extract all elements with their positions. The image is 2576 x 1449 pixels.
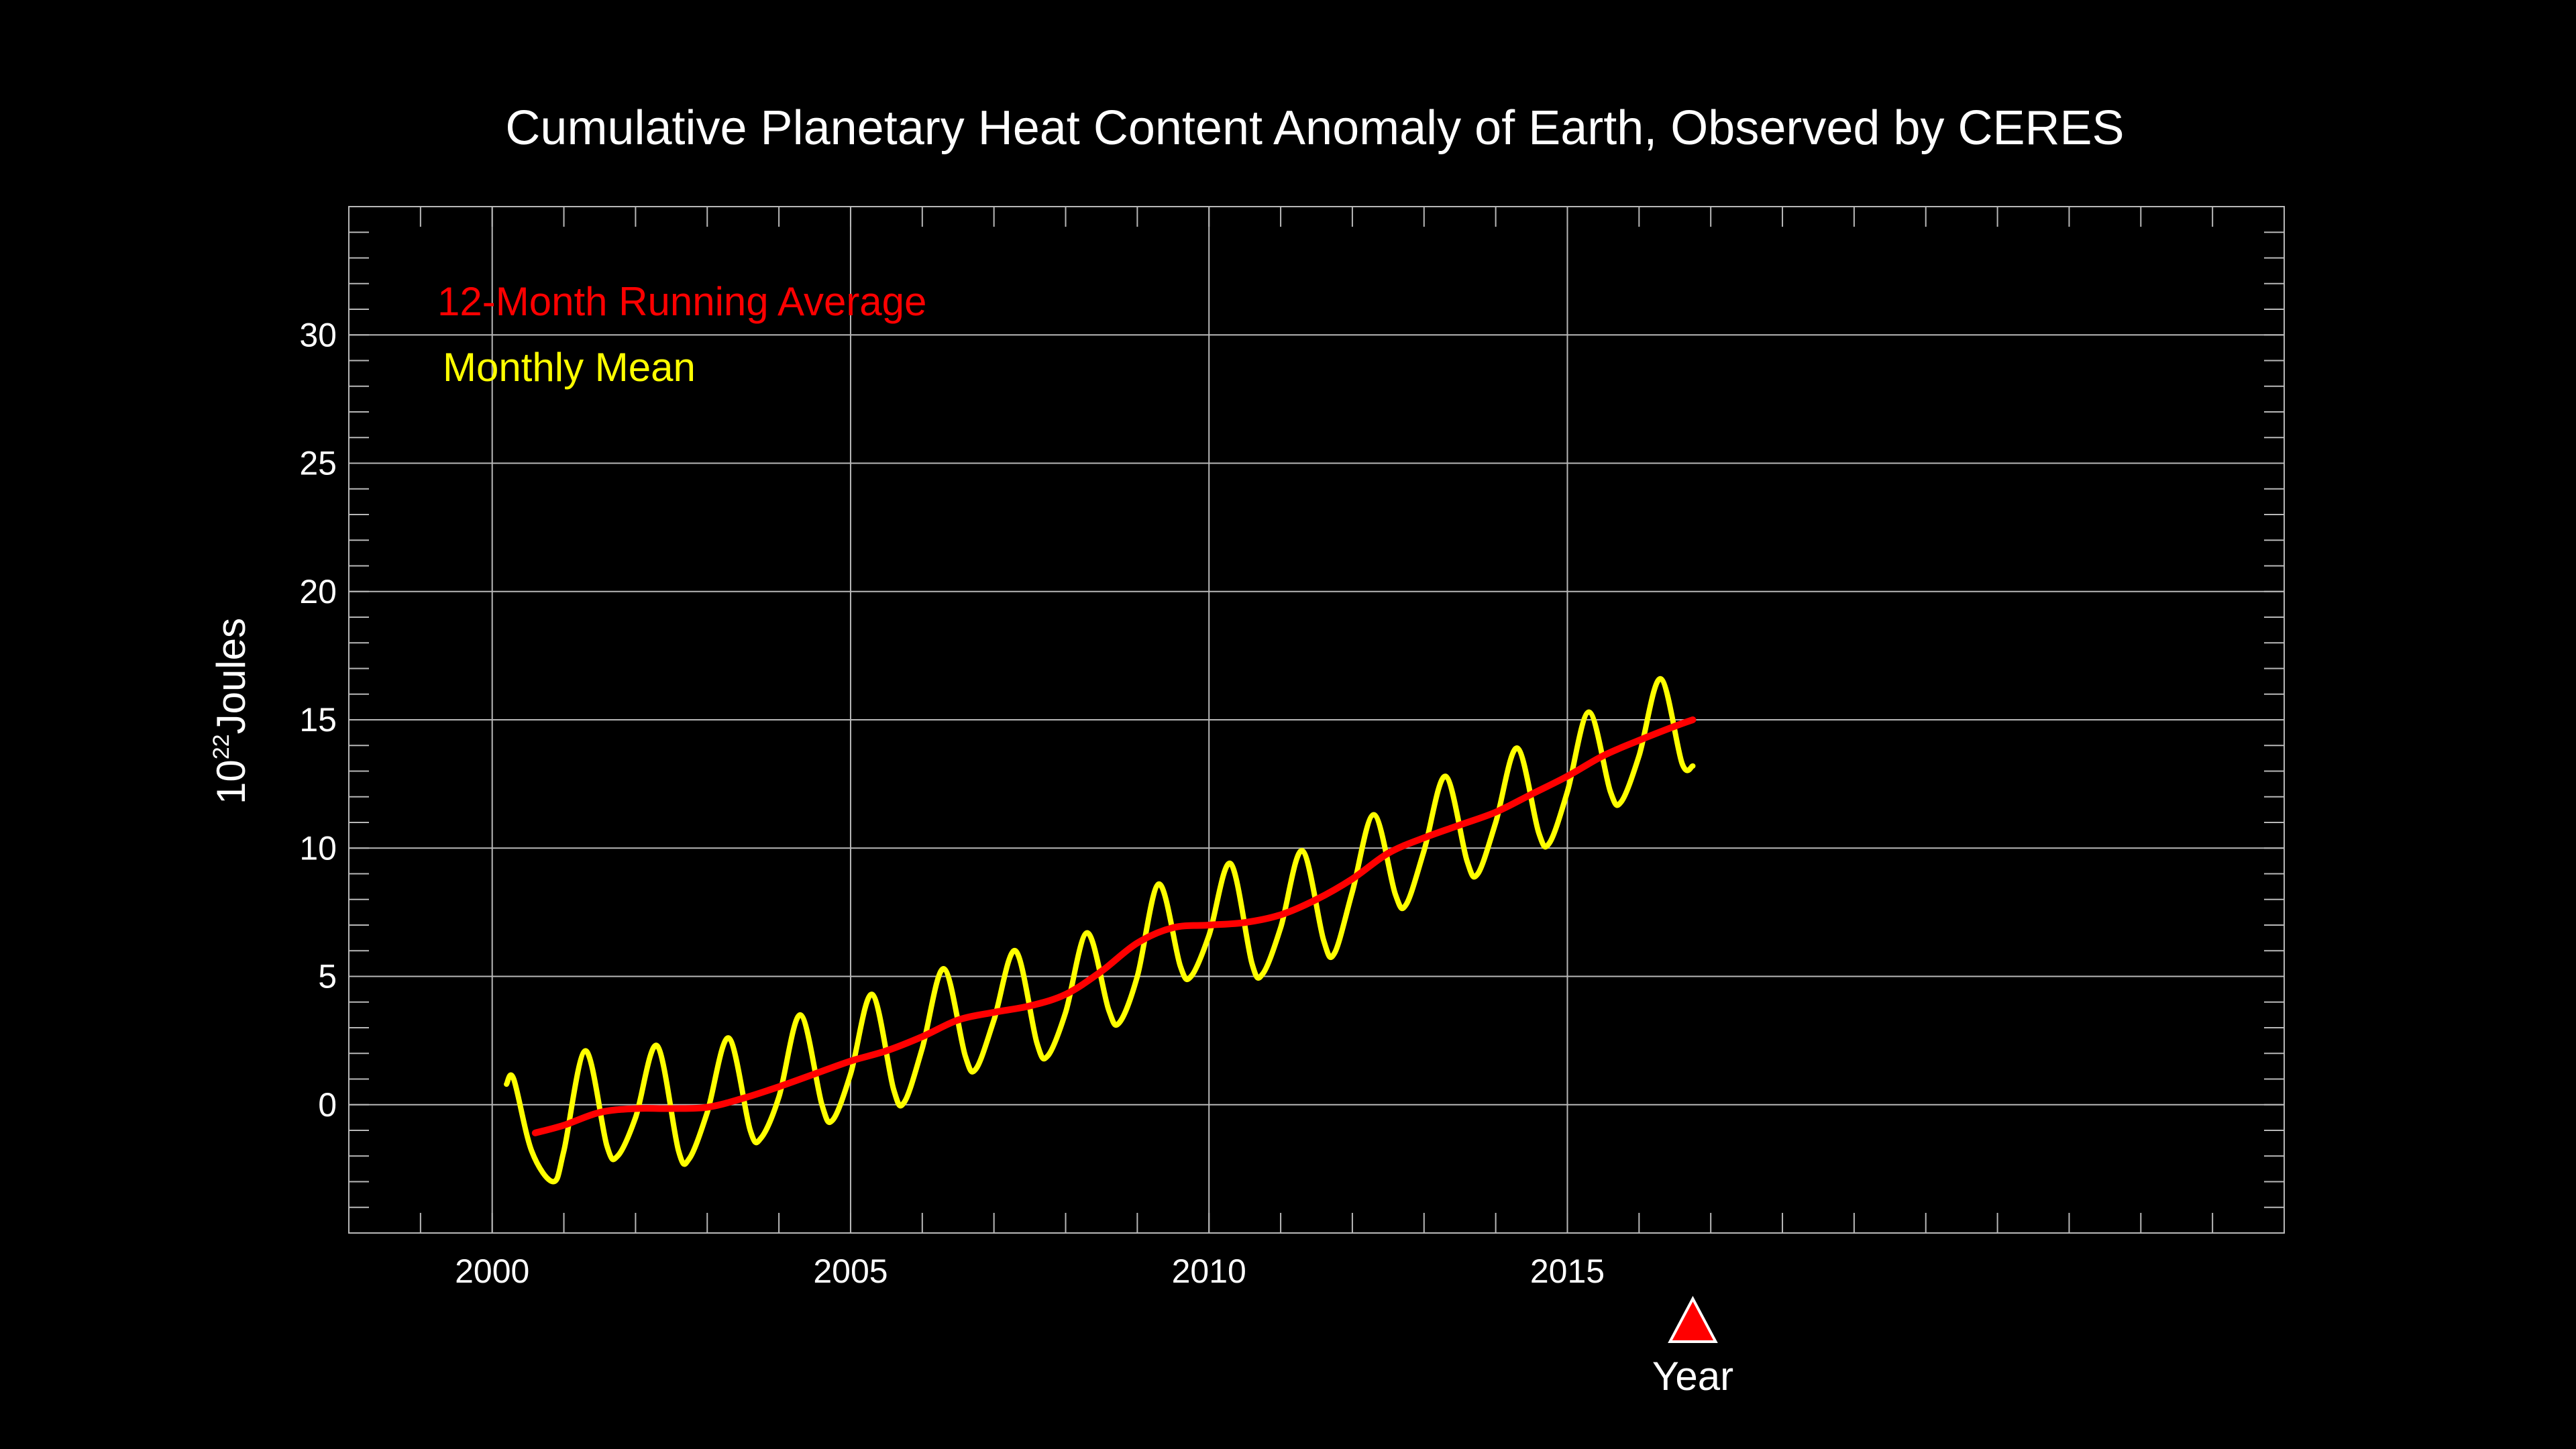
- x-axis-label: Year: [1652, 1354, 1733, 1399]
- y-tick-label: 5: [318, 958, 337, 996]
- y-tick-labels: 0 5 10 15 20 25 30: [299, 316, 337, 1124]
- y-axis-label-exponent: 22: [209, 734, 234, 759]
- plot-frame: [348, 206, 2285, 1234]
- x-tick-labels: 2000 2005 2010 2015: [455, 1252, 1605, 1290]
- minor-tick-layer: [349, 207, 2284, 1233]
- x-tick-label: 2005: [813, 1252, 888, 1290]
- y-tick-label: 25: [299, 445, 337, 482]
- legend-monthly-mean: Monthly Mean: [443, 345, 696, 390]
- y-tick-label: 30: [299, 316, 337, 354]
- chart-title: Cumulative Planetary Heat Content Anomal…: [505, 101, 2124, 155]
- y-axis-label: 1022Joules: [209, 618, 254, 804]
- x-tick-label: 2015: [1530, 1252, 1605, 1290]
- y-tick-label: 15: [299, 701, 337, 739]
- running-average-line: [531, 716, 1697, 1136]
- y-tick-label: 10: [299, 829, 337, 867]
- y-tick-label: 0: [318, 1086, 337, 1124]
- x-tick-label: 2010: [1172, 1252, 1246, 1290]
- y-axis-label-base: 10: [209, 759, 254, 804]
- current-year-marker: [1668, 1295, 1718, 1343]
- legend: 12-Month Running Average Monthly Mean: [437, 279, 926, 390]
- y-tick-label: 20: [299, 573, 337, 610]
- monthly-mean-line: [504, 676, 1696, 1185]
- y-axis-label-unit: Joules: [209, 618, 254, 734]
- series-layer: [504, 676, 1697, 1185]
- legend-running-average: 12-Month Running Average: [437, 279, 926, 324]
- x-tick-label: 2000: [455, 1252, 529, 1290]
